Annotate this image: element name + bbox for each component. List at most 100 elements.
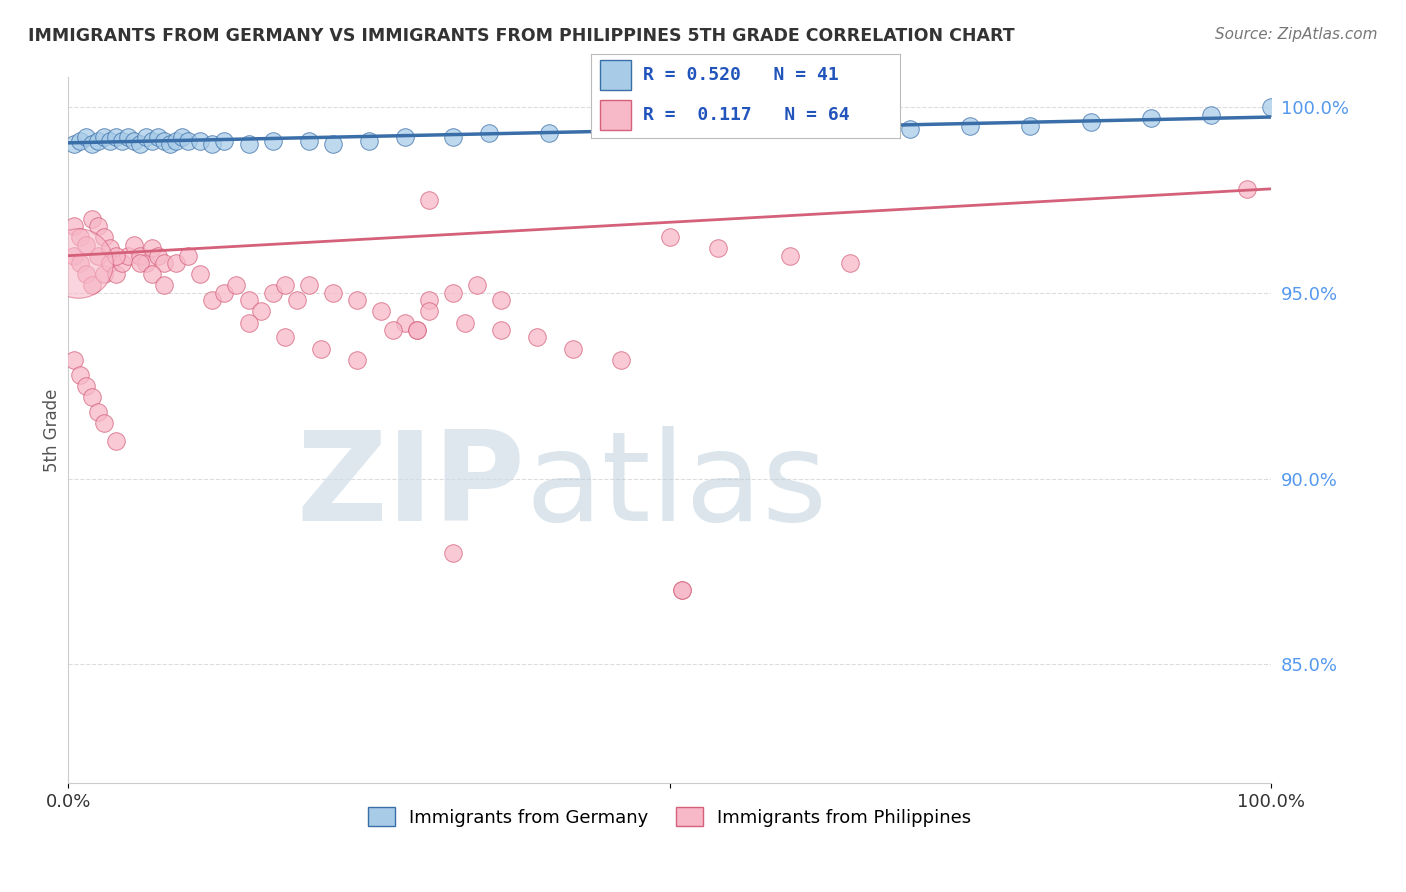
Point (122, 134, 145, 148)
Point (93, 416, 115, 430)
Point (1260, 100, 1282, 114)
Point (441, 546, 464, 560)
Point (63, 219, 86, 233)
Point (105, 129, 128, 144)
Point (706, 241, 728, 255)
Point (1080, 115, 1102, 129)
Point (562, 342, 585, 356)
Point (273, 330, 295, 344)
Point (394, 316, 416, 330)
Text: R =  0.117   N = 64: R = 0.117 N = 64 (643, 106, 849, 124)
Point (177, 249, 200, 263)
Point (82, 278, 104, 293)
Point (201, 293, 224, 308)
Text: Source: ZipAtlas.com: Source: ZipAtlas.com (1215, 27, 1378, 42)
Point (122, 237, 145, 252)
Point (262, 134, 284, 148)
Point (238, 137, 260, 152)
Point (105, 249, 128, 263)
Point (190, 134, 212, 148)
Point (129, 256, 152, 270)
Point (141, 134, 163, 148)
Point (285, 293, 308, 308)
Point (105, 434, 128, 449)
Point (298, 134, 321, 148)
Point (69, 230, 91, 244)
Point (671, 582, 693, 597)
Point (141, 241, 163, 255)
Point (658, 230, 681, 244)
FancyBboxPatch shape (600, 61, 631, 90)
Point (87, 134, 110, 148)
Point (93, 129, 115, 144)
Point (75, 378, 97, 392)
Point (69, 368, 91, 382)
Point (538, 126, 561, 140)
Point (418, 293, 440, 308)
Point (69, 134, 91, 148)
Point (148, 249, 170, 263)
Point (406, 323, 429, 337)
Point (489, 293, 512, 308)
Point (75, 267, 97, 281)
Point (93, 267, 115, 281)
Point (75, 129, 97, 144)
Point (1139, 112, 1161, 126)
Point (406, 323, 429, 337)
Point (153, 256, 176, 270)
Point (98, 241, 121, 255)
Point (898, 122, 921, 136)
Point (394, 129, 416, 144)
Point (153, 278, 176, 293)
Y-axis label: 5th Grade: 5th Grade (44, 389, 60, 472)
Point (105, 267, 128, 281)
Point (238, 293, 260, 308)
Text: R = 0.520   N = 41: R = 0.520 N = 41 (643, 66, 839, 84)
Point (418, 193, 440, 207)
Point (249, 304, 271, 318)
Point (75, 237, 97, 252)
Point (526, 330, 548, 344)
Point (165, 256, 187, 270)
Point (111, 256, 134, 270)
Point (322, 285, 344, 300)
Point (82, 211, 104, 226)
Point (63, 352, 86, 367)
Text: ZIP: ZIP (297, 426, 526, 547)
Point (262, 285, 284, 300)
Point (418, 304, 440, 318)
Text: IMMIGRANTS FROM GERMANY VS IMMIGRANTS FROM PHILIPPINES 5TH GRADE CORRELATION CHA: IMMIGRANTS FROM GERMANY VS IMMIGRANTS FR… (28, 27, 1015, 45)
Point (111, 134, 134, 148)
Point (214, 285, 236, 300)
Point (779, 249, 801, 263)
Point (69, 256, 91, 270)
Point (87, 405, 110, 419)
Point (129, 249, 152, 263)
Point (135, 256, 157, 270)
Point (93, 230, 115, 244)
Point (1019, 119, 1042, 133)
Point (82, 390, 104, 404)
Point (98, 256, 121, 270)
Point (839, 256, 862, 270)
Point (153, 134, 176, 148)
Point (381, 323, 404, 337)
Point (610, 352, 633, 367)
Point (172, 129, 194, 144)
Point (346, 352, 368, 367)
Point (309, 342, 332, 356)
Point (148, 129, 170, 144)
Point (959, 119, 981, 133)
Point (273, 278, 295, 293)
Point (177, 134, 200, 148)
Point (370, 304, 392, 318)
Point (63, 249, 86, 263)
Legend: Immigrants from Germany, Immigrants from Philippines: Immigrants from Germany, Immigrants from… (360, 800, 979, 834)
Point (159, 137, 181, 152)
Point (141, 267, 163, 281)
Point (225, 278, 247, 293)
Point (135, 129, 157, 144)
Point (346, 293, 368, 308)
Point (671, 582, 693, 597)
Point (478, 126, 501, 140)
